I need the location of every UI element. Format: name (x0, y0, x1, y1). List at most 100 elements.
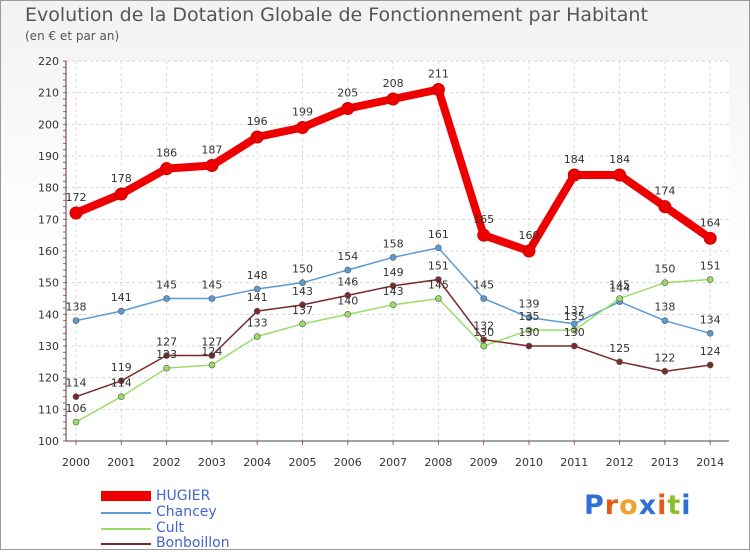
data-label-bonboillon: 149 (383, 266, 404, 279)
data-point-bonboillon (435, 276, 442, 283)
data-label-chancey: 150 (292, 263, 313, 276)
legend-swatch-hugier (101, 491, 151, 501)
data-label-bonboillon: 130 (519, 326, 540, 339)
data-point-chancey (118, 307, 125, 315)
chart-title: Evolution de la Dotation Globale de Fonc… (25, 4, 648, 26)
y-tick-label: 110 (38, 403, 59, 416)
data-label-chancey: 134 (700, 313, 721, 326)
data-label-chancey: 161 (428, 228, 449, 241)
data-label-hugier: 208 (383, 77, 404, 90)
data-point-bonboillon (253, 307, 261, 315)
data-label-chancey: 145 (201, 279, 222, 292)
data-point-cult (118, 393, 125, 400)
data-label-hugier: 205 (337, 87, 358, 100)
data-label-bonboillon: 119 (111, 361, 132, 374)
data-label-cult: 133 (247, 317, 268, 330)
data-point-hugier (114, 187, 128, 201)
data-point-cult (163, 364, 170, 372)
x-tick-label: 2009 (470, 456, 498, 469)
x-tick-label: 2013 (651, 456, 679, 469)
data-point-hugier (658, 200, 672, 214)
data-point-hugier (567, 168, 581, 182)
y-tick-label: 200 (38, 118, 59, 131)
logo-letter: r (604, 490, 620, 521)
logo-letter: o (619, 490, 639, 521)
y-tick-label: 170 (38, 213, 59, 226)
x-tick-label: 2014 (696, 456, 724, 469)
data-label-bonboillon: 143 (292, 285, 313, 298)
data-point-hugier (205, 159, 219, 172)
data-label-cult: 123 (156, 348, 177, 361)
data-point-bonboillon (118, 377, 125, 385)
data-point-cult (525, 326, 533, 334)
x-tick-label: 2003 (198, 456, 226, 469)
x-tick-label: 2007 (379, 456, 407, 469)
data-label-hugier: 199 (292, 106, 313, 119)
data-point-hugier (296, 121, 309, 134)
data-point-bonboillon (72, 393, 80, 400)
y-tick-label: 120 (38, 372, 59, 385)
data-label-chancey: 139 (519, 298, 540, 311)
y-tick-label: 160 (38, 245, 59, 258)
data-point-cult (435, 295, 442, 302)
data-label-bonboillon: 151 (428, 260, 449, 273)
data-point-cult (389, 301, 397, 309)
data-point-chancey (344, 266, 352, 274)
logo-letter: P (584, 490, 605, 521)
data-label-chancey: 137 (564, 304, 585, 317)
data-point-chancey (253, 285, 261, 293)
legend-swatch-cult (101, 528, 151, 530)
data-point-chancey (570, 320, 578, 328)
data-point-bonboillon (344, 292, 352, 299)
data-label-cult: 143 (383, 285, 404, 298)
data-point-hugier (341, 102, 355, 115)
data-label-hugier: 211 (428, 68, 449, 81)
data-point-cult (208, 361, 216, 369)
data-label-bonboillon: 141 (247, 291, 268, 304)
data-label-hugier: 184 (564, 153, 585, 166)
legend-swatch-bonboillon (101, 543, 151, 545)
data-label-hugier: 184 (609, 153, 630, 166)
y-tick-label: 130 (38, 340, 59, 353)
x-tick-label: 2005 (289, 456, 317, 469)
data-label-hugier: 174 (654, 185, 675, 198)
data-point-bonboillon (661, 368, 669, 375)
data-point-cult (706, 276, 714, 283)
data-point-bonboillon (616, 358, 623, 366)
data-point-bonboillon (208, 352, 216, 359)
data-point-hugier (703, 231, 717, 245)
data-label-bonboillon: 125 (609, 342, 630, 355)
data-label-bonboillon: 124 (700, 345, 721, 358)
data-point-bonboillon (570, 342, 578, 350)
data-point-cult (72, 418, 80, 426)
x-tick-label: 2006 (334, 456, 362, 469)
data-point-bonboillon (163, 352, 170, 359)
data-point-cult (480, 342, 488, 350)
data-label-chancey: 158 (383, 237, 404, 250)
data-point-bonboillon (706, 361, 714, 369)
data-label-cult: 114 (111, 377, 132, 390)
data-label-cult: 135 (564, 310, 585, 323)
data-point-bonboillon (389, 282, 397, 290)
x-tick-label: 2002 (153, 456, 181, 469)
data-label-chancey: 138 (654, 301, 675, 314)
data-label-hugier: 178 (111, 172, 132, 185)
data-label-hugier: 172 (66, 191, 87, 204)
data-point-hugier (69, 206, 83, 220)
x-tick-label: 2004 (243, 456, 271, 469)
data-point-cult (570, 326, 578, 334)
data-point-cult (253, 333, 261, 340)
data-point-cult (299, 320, 306, 328)
data-point-hugier (477, 228, 491, 242)
y-tick-label: 190 (38, 150, 59, 163)
data-point-hugier (522, 244, 536, 258)
y-tick-label: 180 (38, 182, 59, 195)
data-label-hugier: 164 (700, 216, 721, 229)
data-label-hugier: 196 (247, 115, 268, 128)
data-label-bonboillon: 132 (473, 320, 494, 333)
data-label-hugier: 165 (473, 213, 494, 226)
x-tick-label: 2008 (424, 456, 452, 469)
data-label-bonboillon: 122 (654, 351, 675, 364)
logo-letter: i (681, 490, 692, 521)
